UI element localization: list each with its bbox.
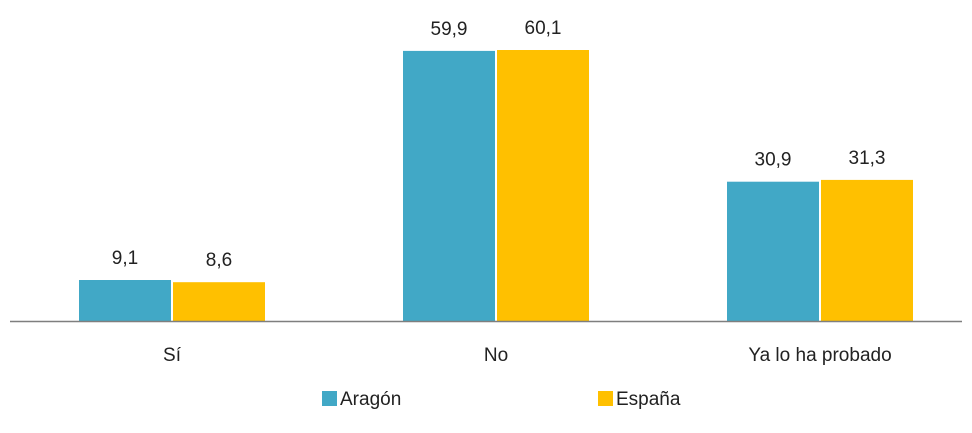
data-label-aragon-ya-lo-ha-probado: 30,9	[755, 150, 792, 171]
bar-aragon-no	[403, 50, 495, 322]
data-label-aragon-no: 59,9	[431, 19, 468, 40]
category-label-si: Sí	[163, 345, 182, 366]
bar-espana-no	[497, 50, 589, 321]
data-labels-layer: 9,1 8,6 59,9 60,1 30,9 31,3	[112, 18, 886, 271]
data-label-espana-si: 8,6	[206, 250, 232, 271]
legend-swatch-aragon	[322, 391, 337, 406]
category-label-no: No	[484, 345, 508, 366]
legend: Aragón España	[322, 389, 681, 410]
bar-aragon-ya-lo-ha-probado	[727, 181, 819, 321]
bars-layer	[79, 50, 913, 322]
bar-espana-si	[173, 282, 265, 321]
data-label-aragon-si: 9,1	[112, 248, 138, 269]
category-label-ya-lo-ha-probado: Ya lo ha probado	[748, 345, 891, 366]
legend-item-aragon: Aragón	[322, 389, 401, 410]
legend-label-espana: España	[616, 389, 681, 410]
legend-label-aragon: Aragón	[340, 389, 401, 410]
category-labels-layer: Sí No Ya lo ha probado	[163, 345, 892, 366]
bar-espana-ya-lo-ha-probado	[821, 179, 913, 321]
bar-aragon-si	[79, 280, 171, 321]
data-label-espana-ya-lo-ha-probado: 31,3	[849, 148, 886, 169]
legend-item-espana: España	[598, 389, 681, 410]
data-label-espana-no: 60,1	[525, 18, 562, 39]
legend-swatch-espana	[598, 391, 613, 406]
